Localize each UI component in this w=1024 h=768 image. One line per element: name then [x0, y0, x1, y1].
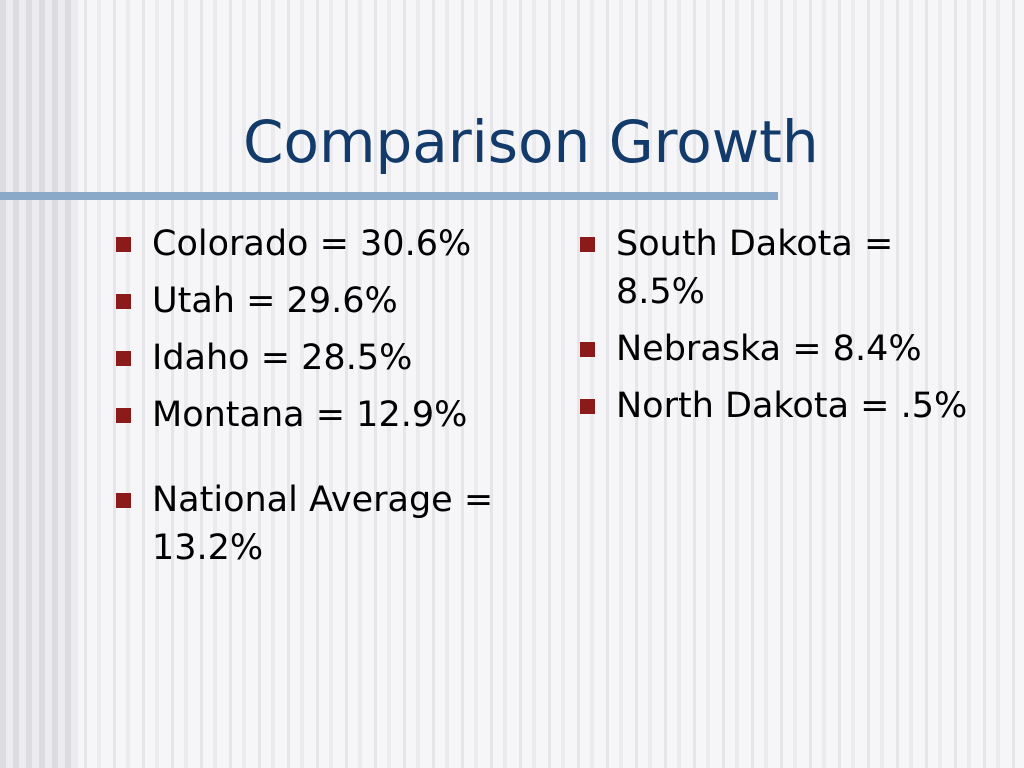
square-bullet-icon [116, 351, 131, 366]
list-item-text: National Average = 13.2% [152, 480, 494, 568]
list-item: National Average = 13.2% [113, 476, 533, 572]
slide-title: Comparison Growth [243, 108, 819, 176]
square-bullet-icon [116, 493, 131, 508]
square-bullet-icon [580, 342, 595, 357]
list-item-text: Montana = 12.9% [152, 395, 468, 435]
square-bullet-icon [580, 237, 595, 252]
list-item: North Dakota = .5% [577, 382, 977, 430]
title-divider [0, 192, 778, 200]
list-item: Utah = 29.6% [113, 277, 533, 325]
list-item: South Dakota = 8.5% [577, 220, 977, 316]
list-item-text: Colorado = 30.6% [152, 224, 472, 264]
list-item-text: Idaho = 28.5% [152, 338, 413, 378]
list-item: Nebraska = 8.4% [577, 325, 977, 373]
list-item-text: Nebraska = 8.4% [616, 329, 922, 369]
list-item: Colorado = 30.6% [113, 220, 533, 268]
square-bullet-icon [116, 294, 131, 309]
right-bullet-list: South Dakota = 8.5% Nebraska = 8.4% Nort… [577, 220, 977, 439]
list-item-text: North Dakota = .5% [616, 386, 968, 426]
background-band [0, 0, 78, 768]
left-bullet-list: Colorado = 30.6% Utah = 29.6% Idaho = 28… [113, 220, 533, 581]
square-bullet-icon [116, 237, 131, 252]
list-item: Idaho = 28.5% [113, 334, 533, 382]
square-bullet-icon [580, 399, 595, 414]
square-bullet-icon [116, 408, 131, 423]
list-item-text: Utah = 29.6% [152, 281, 398, 321]
list-item-text: South Dakota = 8.5% [616, 224, 894, 312]
list-item: Montana = 12.9% [113, 391, 533, 439]
